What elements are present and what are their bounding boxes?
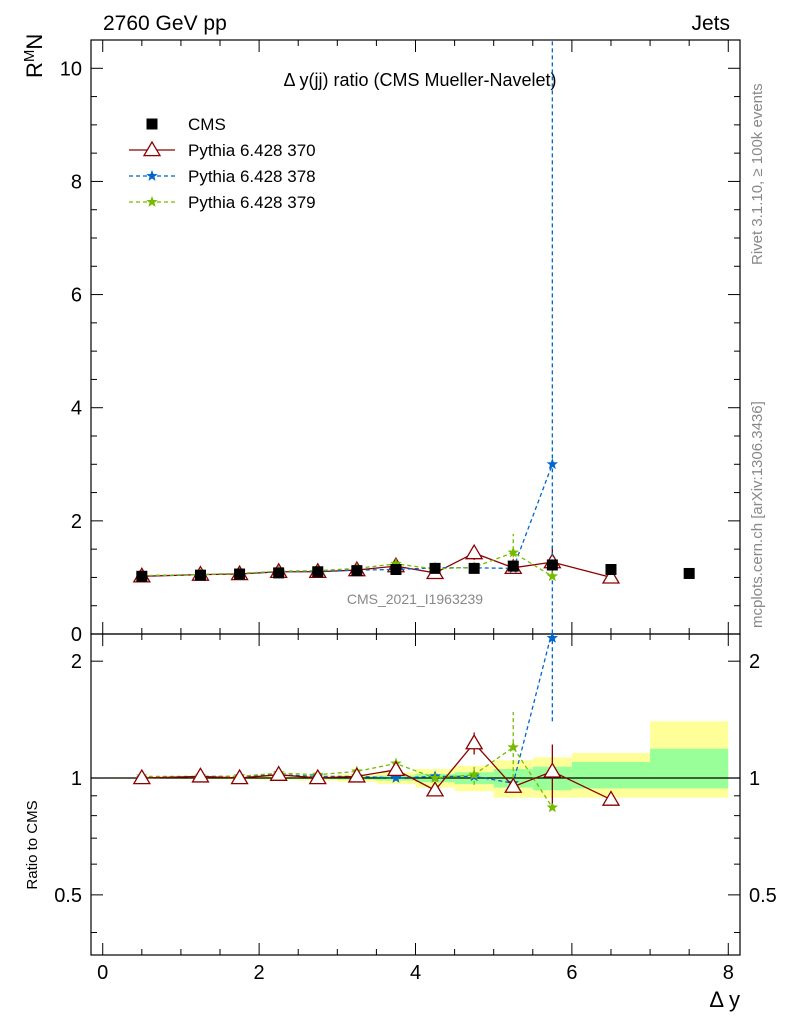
data-point: [507, 546, 519, 558]
ratio-point: [468, 768, 480, 780]
analysis-watermark: CMS_2021_I1963239: [347, 591, 483, 607]
legend-marker: [146, 118, 158, 130]
ratio-point: [386, 760, 406, 777]
x-tick-label-2: 2: [254, 962, 265, 984]
ratio-point: [546, 801, 559, 813]
y-tick-label-0: 0: [71, 624, 82, 646]
data-point: [136, 570, 148, 582]
ratio-point-offscale: [546, 632, 559, 643]
legend-entry-2: Pythia 6.428 378: [129, 167, 316, 186]
ratio-tick-label-right-2: 2: [749, 651, 760, 673]
data-point: [683, 567, 695, 579]
x-tick-label-8: 8: [723, 962, 734, 984]
data-point: [465, 543, 484, 560]
ratio-panel: 0 2 4 6 8 0.5 0.5 1 1 2 2: [54, 40, 777, 984]
data-point: [429, 562, 441, 574]
ratio-line: [141, 746, 553, 808]
ratio-ylabel: Ratio to CMS: [24, 800, 41, 889]
ratio-point: [269, 765, 288, 781]
ratio-y-ticks: 0.5 0.5 1 1 2 2: [54, 651, 777, 933]
ratio-line: [141, 742, 612, 801]
data-point: [468, 562, 480, 574]
ratio-point: [347, 767, 366, 783]
ratio-point: [504, 777, 523, 793]
band-inner-12: [650, 748, 729, 789]
y-tick-label-10: 10: [60, 58, 82, 80]
ratio-point: [425, 780, 445, 797]
ratio-point: [429, 772, 441, 783]
y-tick-label-8: 8: [71, 171, 82, 193]
ratio-point: [465, 733, 484, 750]
ratio-point: [390, 772, 402, 783]
ratio-tick-label-right-0.5: 0.5: [749, 885, 777, 907]
x-tick-label-0: 0: [97, 962, 108, 984]
data-point: [390, 557, 402, 569]
ratio-point: [548, 634, 556, 636]
legend-marker: [146, 196, 158, 207]
ratio-tick-label-2: 2: [71, 651, 82, 673]
legend-entry-3: Pythia 6.428 379: [129, 193, 316, 212]
svg-text:RMN: RMN: [21, 34, 47, 78]
ratio-series-pythia-6.428-370: [132, 732, 621, 806]
legend-label: Pythia 6.428 378: [188, 167, 316, 186]
data-point: [312, 566, 324, 578]
band-inner-11: [571, 761, 651, 789]
main-title: Δ y(jj) ratio (CMS Mueller-Navelet): [283, 70, 556, 90]
data-point: [546, 570, 559, 582]
main-y-ticks: 0 2 4 6 8 10: [60, 58, 740, 646]
legend: CMS Pythia 6.428 370 Pythia 6.428 378 Pythi…: [129, 115, 316, 212]
legend-entry-1: Pythia 6.428 370: [129, 140, 316, 160]
data-point: [194, 569, 206, 581]
y-tick-label-4: 4: [71, 398, 82, 420]
ratio-point: [543, 762, 562, 778]
rivet-label: Rivet 3.1.10, ≥ 100k events: [749, 83, 766, 265]
x-tick-label-4: 4: [410, 962, 421, 984]
data-point: [234, 568, 246, 580]
data-point: [507, 560, 519, 572]
ratio-point: [601, 790, 621, 806]
data-point: [390, 564, 402, 576]
ratio-series: [132, 634, 621, 813]
ratio-point: [308, 768, 327, 785]
ratio-point: [230, 768, 249, 785]
main-panel: 0 2 4 6 8 10: [60, 39, 741, 646]
ratio-uncertainty-bands: [110, 721, 729, 798]
data-point: [351, 565, 363, 577]
legend-marker: [146, 170, 158, 181]
series-pythia-6.428-370: [132, 543, 621, 584]
y-tick-label-2: 2: [71, 511, 82, 533]
ratio-tick-label-right-1: 1: [749, 768, 760, 790]
legend-marker: [142, 140, 162, 157]
legend-label: Pythia 6.428 370: [188, 141, 316, 160]
ratio-point: [132, 768, 151, 785]
legend-label: Pythia 6.428 379: [188, 193, 316, 212]
data-point: [601, 568, 621, 584]
series-line: [141, 551, 553, 577]
header-left: 2760 GeV pp: [103, 12, 227, 35]
main-ylabel: RMN: [21, 34, 47, 78]
x-axis-label: Δ y: [709, 987, 740, 1012]
legend-label: CMS: [188, 115, 226, 134]
data-point: [546, 458, 559, 470]
x-tick-label-6: 6: [566, 962, 577, 984]
ratio-tick-label-1: 1: [71, 768, 82, 790]
ratio-point: [507, 741, 519, 753]
data-point: [273, 567, 285, 579]
main-series: [132, 40, 695, 634]
y-tick-label-6: 6: [71, 285, 82, 307]
x-ticks: 0 2 4 6 8: [97, 40, 734, 984]
series-pythia-6.428-378: [136, 40, 559, 634]
legend-entry-0: CMS: [146, 115, 226, 134]
data-point: [605, 564, 617, 576]
header-right: Jets: [691, 12, 730, 35]
data-point: [546, 559, 558, 571]
ratio-tick-label-0.5: 0.5: [54, 885, 82, 907]
series-cms: [136, 559, 695, 582]
ratio-line: [141, 634, 553, 784]
ratio-point: [191, 767, 210, 783]
mcplots-label: mcplots.cern.ch [arXiv:1306.3436]: [749, 401, 766, 628]
